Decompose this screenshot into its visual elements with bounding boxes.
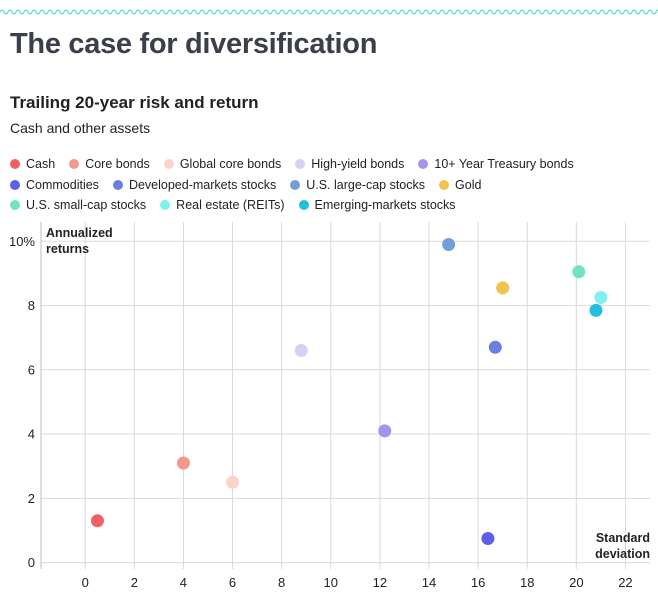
legend-label: Developed-markets stocks	[128, 177, 277, 192]
x-tick-label: 8	[278, 575, 285, 590]
data-point-real-estate-reits	[594, 291, 608, 305]
legend-label: U.S. small-cap stocks	[26, 198, 147, 213]
data-point-u-s-large-cap-stocks	[442, 237, 456, 251]
legend-item-gold: Gold	[439, 178, 481, 192]
data-point-high-yield-bonds	[294, 344, 308, 358]
legend-label: Global core bonds	[179, 157, 282, 172]
legend-item-u-s-small-cap-stocks: U.S. small-cap stocks	[10, 198, 146, 212]
legend-swatch	[439, 179, 450, 190]
data-point-core-bonds	[176, 456, 190, 470]
y-tick-label: 2	[28, 491, 35, 506]
x-tick-label: 20	[569, 575, 583, 590]
legend-label: U.S. large-cap stocks	[306, 177, 426, 192]
data-point-10-year-treasury-bonds	[378, 424, 392, 438]
legend-label: Commodities	[26, 177, 99, 192]
data-point-global-core-bonds	[226, 475, 240, 489]
legend-swatch	[298, 200, 309, 211]
legend-swatch	[290, 179, 301, 190]
legend-row: Commodities Developed-markets stocks U.S. …	[10, 175, 650, 196]
legend-swatch	[418, 159, 429, 170]
x-tick-label: 4	[180, 575, 187, 590]
y-tick-label: 10%	[9, 234, 35, 249]
y-axis-title: returns	[46, 242, 89, 256]
y-tick-label: 6	[28, 362, 35, 377]
legend-swatch	[163, 159, 174, 170]
legend-swatch	[160, 200, 171, 211]
decorative-wave-border	[0, 9, 658, 15]
x-tick-label: 10	[324, 575, 338, 590]
y-axis-title: Annualized	[46, 226, 113, 240]
legend-label: Real estate (REITs)	[176, 198, 285, 213]
legend-swatch	[112, 179, 123, 190]
x-tick-label: 6	[229, 575, 236, 590]
legend-item-real-estate-reits: Real estate (REITs)	[160, 198, 285, 213]
legend-item-developed-markets-stocks: Developed-markets stocks	[112, 177, 277, 192]
legend-item-high-yield-bonds: High-yield bonds	[295, 157, 404, 171]
x-axis-title: deviation	[595, 547, 650, 561]
x-tick-label: 2	[131, 575, 138, 590]
data-point-commodities	[481, 531, 495, 545]
legend-item-global-core-bonds: Global core bonds	[163, 157, 282, 172]
legend-label: Core bonds	[85, 157, 150, 172]
legend-item-emerging-markets-stocks: Emerging-markets stocks	[298, 198, 456, 213]
legend-item-u-s-large-cap-stocks: U.S. large-cap stocks	[290, 178, 425, 192]
legend-row: U.S. small-cap stocks Real estate (REITs)…	[10, 195, 650, 216]
data-point-emerging-markets-stocks	[589, 303, 603, 317]
legend-item-commodities: Commodities	[10, 178, 99, 192]
x-axis-title: Standard	[596, 531, 650, 545]
x-tick-label: 0	[82, 575, 89, 590]
legend-label: High-yield bonds	[311, 157, 405, 172]
y-tick-label: 4	[28, 427, 35, 442]
x-tick-label: 16	[471, 575, 485, 590]
scatter-plot: 0 2 4 6 8 10 12 14 16 18 20 22 0 2 4 6 8 10% Annualized ret…	[9, 222, 650, 590]
chart-subtitle: Cash and other assets	[10, 120, 151, 136]
legend-row: Cash Core bonds Global core bonds High-yiel…	[10, 154, 650, 175]
legend-swatch	[10, 200, 20, 211]
legend-swatch	[10, 179, 20, 190]
page-title: The case for diversification	[10, 28, 378, 60]
x-tick-label: 22	[618, 575, 632, 590]
legend-swatch	[10, 159, 20, 170]
legend-item-cash: Cash	[10, 157, 55, 171]
x-tick-label: 18	[520, 575, 534, 590]
x-tick-label: 14	[422, 575, 436, 590]
data-point-cash	[90, 514, 104, 528]
legend-item-core-bonds: Core bonds	[69, 157, 150, 171]
data-point-gold	[496, 281, 510, 295]
legend-swatch	[69, 159, 80, 170]
legend-label: Emerging-markets stocks	[314, 198, 456, 213]
legend-item-10-year-treasury-bonds: 10+ Year Treasury bonds	[418, 157, 574, 172]
legend-label: 10+ Year Treasury bonds	[434, 157, 574, 172]
data-point-u-s-small-cap-stocks	[572, 265, 586, 279]
legend-swatch	[295, 159, 306, 170]
chart-legend: Cash Core bonds Global core bonds High-yiel…	[10, 154, 650, 216]
legend-label: Cash	[26, 157, 56, 172]
y-tick-label: 0	[28, 555, 35, 570]
chart-title: Trailing 20-year risk and return	[10, 93, 259, 112]
y-tick-label: 8	[28, 298, 35, 313]
data-point-developed-markets-stocks	[488, 340, 502, 354]
x-tick-label: 12	[373, 575, 387, 590]
legend-label: Gold	[455, 177, 482, 192]
